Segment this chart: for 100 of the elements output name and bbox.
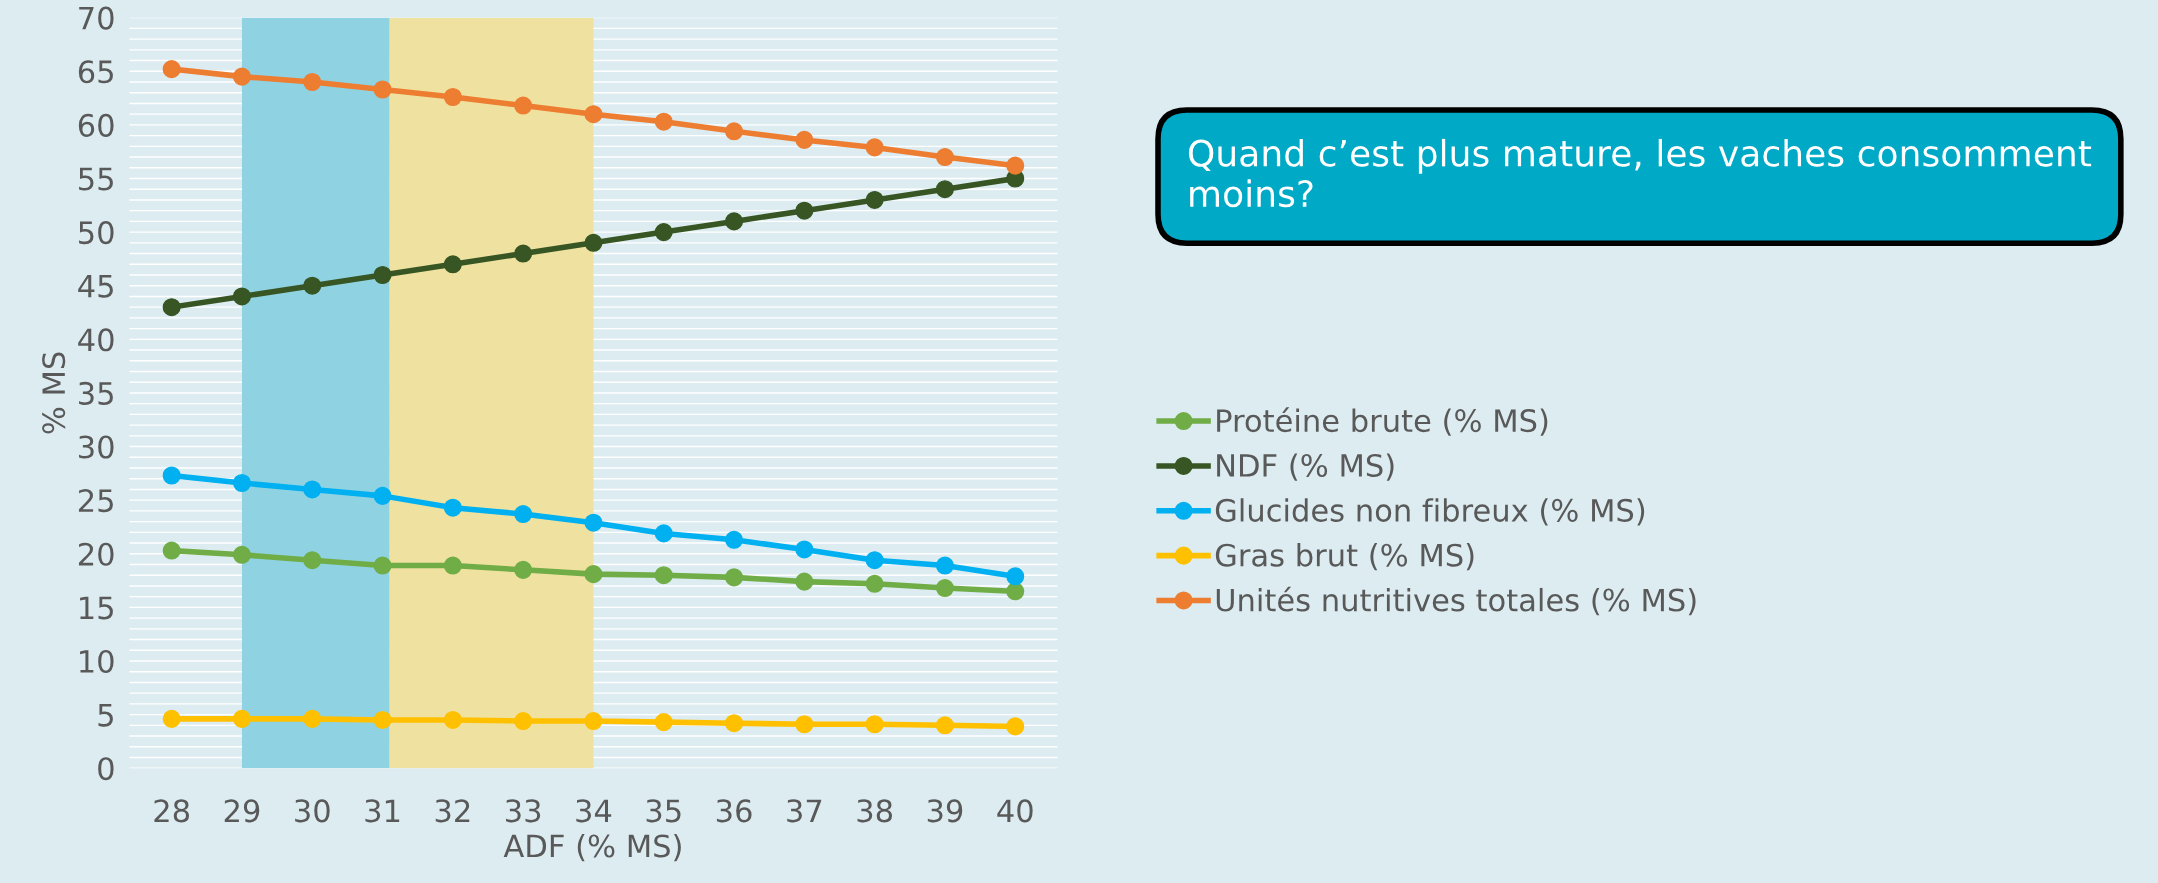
point [865, 138, 884, 157]
point [1006, 156, 1025, 175]
x-tick-label: 38 [857, 799, 892, 823]
point [514, 560, 533, 579]
point [1006, 717, 1025, 736]
point [373, 556, 392, 575]
x-tick-label: 30 [295, 799, 330, 823]
legend-label: Protéine brute (% MS) [1217, 407, 1548, 436]
x-tick-label: 28 [154, 799, 190, 823]
x-tick-label: 33 [506, 799, 541, 823]
point [443, 710, 462, 729]
point [373, 80, 392, 99]
point [373, 710, 392, 729]
legend-label: Unités nutritives totales (% MS) [1216, 586, 1696, 616]
point [654, 112, 673, 131]
point [514, 712, 533, 731]
y-tick-label: 45 [78, 275, 113, 298]
point [514, 244, 533, 263]
point [443, 87, 462, 107]
point [162, 709, 181, 728]
point [232, 545, 251, 564]
x-tick-label: 34 [576, 799, 612, 823]
y-axis-title: % MS [42, 352, 66, 434]
y-tick-label: 10 [80, 649, 114, 674]
point [232, 287, 251, 306]
point [584, 565, 603, 584]
point [654, 524, 673, 543]
x-tick-label: 37 [787, 799, 822, 823]
point [725, 122, 744, 141]
point [303, 72, 322, 92]
point [935, 579, 954, 598]
point [162, 466, 181, 485]
point [725, 568, 744, 587]
point [795, 130, 814, 149]
point [584, 712, 603, 731]
point [935, 716, 954, 735]
y-tick-label: 60 [78, 113, 114, 137]
legend-label: Gras brut (% MS) [1215, 543, 1474, 571]
point [232, 709, 251, 728]
point [1006, 567, 1025, 586]
point [865, 551, 884, 570]
point [584, 233, 603, 252]
point [654, 713, 673, 732]
point [514, 505, 533, 524]
point [303, 551, 322, 570]
y-tick-label: 40 [78, 328, 114, 352]
point [584, 105, 603, 124]
x-tick-label: 29 [224, 799, 260, 823]
point [935, 180, 954, 199]
point [935, 148, 954, 167]
point [1006, 582, 1025, 601]
legend-label: Glucides non fibreux (% MS) [1215, 498, 1645, 526]
x-tick-label: 40 [997, 799, 1033, 823]
point [795, 201, 814, 220]
y-tick-label: 55 [79, 167, 113, 191]
point [443, 498, 462, 517]
y-tick-label: 5 [98, 703, 113, 727]
point [232, 473, 251, 493]
y-tick-label: 50 [79, 221, 114, 245]
point [303, 276, 322, 295]
y-tick-label: 70 [79, 6, 114, 30]
y-tick-label: 15 [80, 596, 113, 620]
point [935, 556, 954, 575]
point [303, 709, 322, 728]
y-tick-label: 65 [78, 60, 113, 84]
point [303, 480, 322, 499]
point [654, 566, 673, 585]
point [584, 513, 603, 532]
point [373, 265, 392, 285]
point [865, 574, 884, 593]
point [443, 255, 462, 274]
point [654, 223, 673, 242]
x-axis-title: ADF (% MS) [503, 833, 681, 862]
point [795, 572, 814, 591]
point [162, 60, 181, 79]
y-tick-label: 20 [78, 542, 114, 566]
x-tick-label: 36 [716, 799, 752, 823]
point [795, 540, 814, 559]
y-tick-label: 30 [79, 435, 114, 459]
legend-label: NDF (% MS) [1217, 453, 1394, 481]
point [725, 212, 744, 231]
point [865, 715, 884, 734]
point [373, 486, 392, 505]
point [162, 541, 181, 560]
text: Quand c’est plus mature, les vaches consomment moins? [1188, 138, 2092, 208]
y-tick-label: 25 [78, 489, 113, 513]
y-tick-label: 35 [79, 381, 113, 405]
x-tick-label: 31 [365, 799, 400, 823]
point [725, 530, 744, 549]
x-tick-label: 35 [646, 799, 681, 823]
y-tick-label: 0 [98, 757, 114, 781]
point [795, 715, 814, 734]
point [443, 556, 462, 575]
point [865, 190, 884, 209]
point [232, 67, 251, 86]
point [162, 298, 181, 317]
x-tick-label: 32 [435, 799, 470, 823]
point [514, 96, 533, 115]
x-tick-label: 39 [927, 799, 963, 823]
point [725, 714, 744, 733]
